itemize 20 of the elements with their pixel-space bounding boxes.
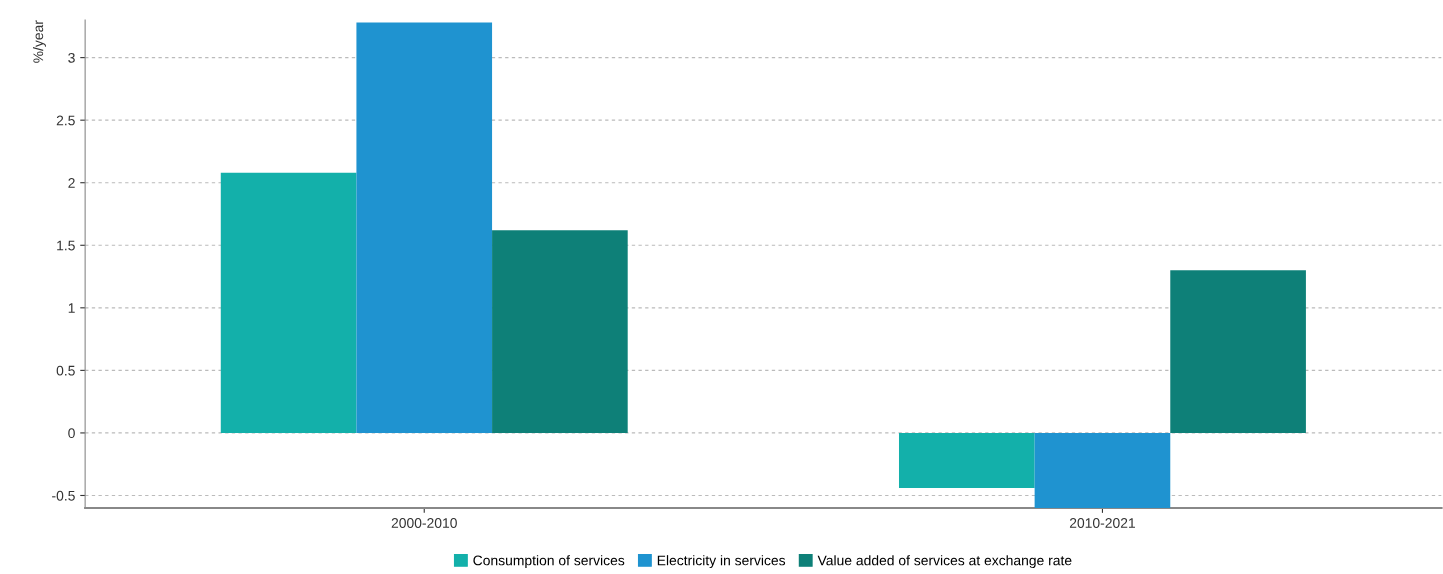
y-tick-label: 2.5 [56, 115, 75, 126]
x-tick-label: 2010-2021 [1069, 518, 1135, 528]
y-axis-title: %/year [32, 20, 46, 63]
bar [1034, 432, 1171, 508]
x-tick-label: 2000-2010 [391, 518, 457, 528]
y-tick-label: -0.5 [52, 490, 75, 501]
y-tick-label: 1 [68, 303, 75, 313]
bar [356, 22, 493, 433]
bar [492, 230, 628, 433]
bar [898, 432, 1035, 488]
y-tick-label: 3 [68, 52, 75, 63]
y-tick-label: 1.5 [57, 240, 75, 251]
y-tick-label: 0.5 [56, 365, 75, 376]
y-tick-label: 2 [68, 178, 75, 188]
legend-label: Electricity in services [657, 555, 786, 569]
legend-label: Value added of services at exchange rate [817, 555, 1072, 569]
y-tick-label: 0 [68, 428, 75, 439]
bar [1170, 270, 1306, 433]
legend-label: Consumption of services [473, 555, 625, 569]
bar [220, 172, 357, 433]
